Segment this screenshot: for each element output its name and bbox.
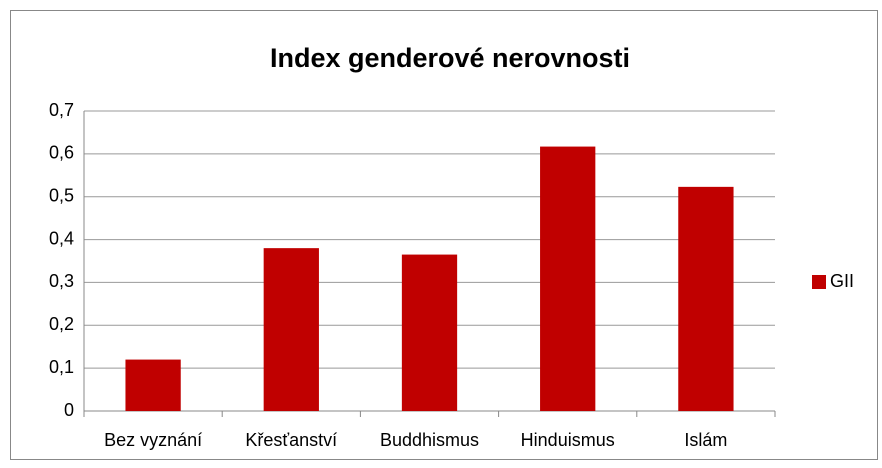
legend-swatch xyxy=(812,275,826,289)
bar xyxy=(401,254,458,411)
bar xyxy=(540,146,596,412)
bar xyxy=(678,186,734,411)
legend-label: GII xyxy=(830,271,854,291)
y-tick-label: 0,2 xyxy=(49,314,74,334)
y-tick-label: 0,6 xyxy=(49,143,74,163)
y-tick-label: 0,7 xyxy=(49,100,74,120)
bar xyxy=(263,248,319,411)
y-tick-label: 0,4 xyxy=(49,228,74,248)
y-tick-label: 0,1 xyxy=(49,357,74,377)
bar xyxy=(125,359,181,411)
x-tick-label: Islám xyxy=(684,430,727,450)
x-tick-label: Křesťanství xyxy=(245,430,337,450)
y-tick-label: 0,3 xyxy=(49,271,74,291)
y-tick-label: 0 xyxy=(64,400,74,420)
chart-title: Index genderové nerovnosti xyxy=(270,43,630,73)
x-tick-label: Buddhismus xyxy=(380,430,479,450)
x-tick-label: Hinduismus xyxy=(521,430,615,450)
y-tick-label: 0,5 xyxy=(49,185,74,205)
x-tick-label: Bez vyznání xyxy=(104,430,202,450)
